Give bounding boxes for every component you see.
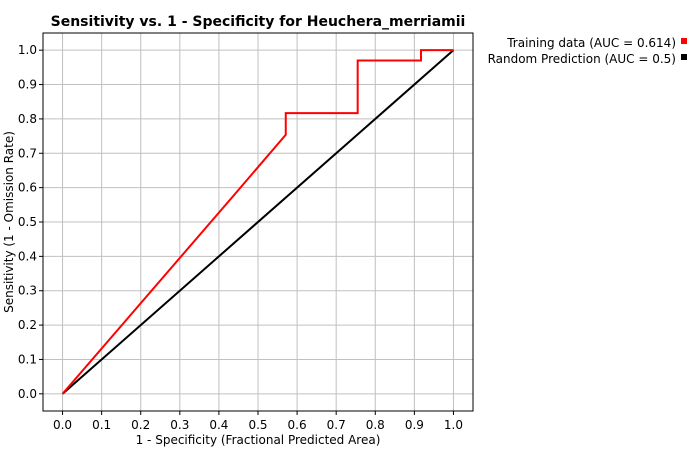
y-tick-label: 0.7 (18, 146, 37, 160)
x-tick-label: 0.2 (131, 418, 150, 432)
x-tick-label: 0.3 (170, 418, 189, 432)
y-tick-label: 0.4 (18, 249, 37, 263)
x-tick-label: 0.0 (53, 418, 72, 432)
y-tick-label: 0.1 (18, 352, 37, 366)
y-tick-label: 0.6 (18, 181, 37, 195)
chart-title: Sensitivity vs. 1 - Specificity for Heuc… (51, 14, 466, 30)
grid-lines (43, 33, 473, 411)
y-tick-label: 0.8 (18, 112, 37, 126)
x-axis-ticks: 0.0 0.1 0.2 0.3 0.4 0.5 0.6 0.7 0.8 0.9 1.0 (53, 411, 463, 432)
legend-label-random: Random Prediction (AUC = 0.5) (488, 52, 676, 66)
y-axis-label: Sensitivity (1 - Omission Rate) (2, 131, 16, 313)
y-tick-label: 1.0 (18, 43, 37, 57)
series-lines (61, 49, 455, 395)
x-tick-label: 0.4 (209, 418, 228, 432)
legend-swatch-random (681, 54, 687, 60)
legend-label-training: Training data (AUC = 0.614) (506, 36, 676, 50)
x-tick-label: 0.8 (366, 418, 385, 432)
x-tick-label: 0.1 (92, 418, 111, 432)
legend: Training data (AUC = 0.614) Random Predi… (488, 36, 687, 66)
y-tick-label: 0.5 (18, 215, 37, 229)
y-axis-ticks: 0.0 0.1 0.2 0.3 0.4 0.5 0.6 0.7 0.8 0.9 1.0 (18, 43, 43, 401)
legend-swatch-training (681, 38, 687, 44)
x-axis-label: 1 - Specificity (Fractional Predicted Ar… (136, 433, 381, 447)
y-tick-label: 0.0 (18, 387, 37, 401)
x-tick-label: 1.0 (444, 418, 463, 432)
y-tick-label: 0.3 (18, 284, 37, 298)
y-tick-label: 0.2 (18, 318, 37, 332)
x-tick-label: 0.7 (327, 418, 346, 432)
x-tick-label: 0.9 (405, 418, 424, 432)
x-tick-label: 0.6 (288, 418, 307, 432)
random-prediction-line (61, 49, 455, 395)
y-tick-label: 0.9 (18, 78, 37, 92)
x-tick-label: 0.5 (248, 418, 267, 432)
training-data-line (61, 49, 454, 395)
